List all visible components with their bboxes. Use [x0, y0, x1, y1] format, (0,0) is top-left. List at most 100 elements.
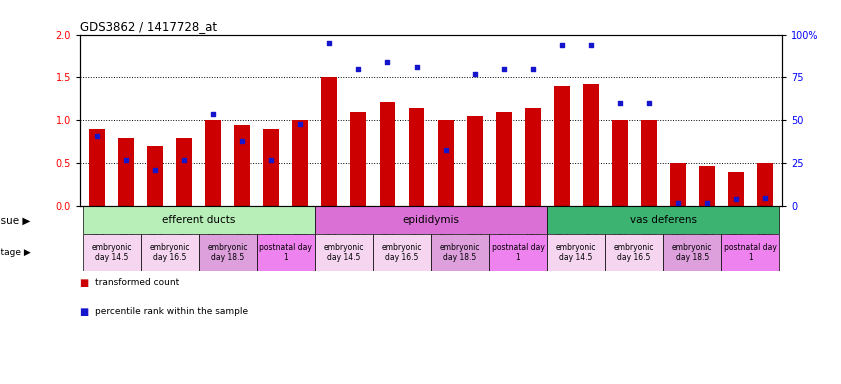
Bar [321, 78, 337, 206]
Text: GSM560939: GSM560939 [557, 208, 566, 255]
Point [381, 59, 394, 65]
Bar [437, 121, 453, 206]
Point [729, 196, 743, 202]
Point [526, 66, 539, 72]
Bar [315, 234, 373, 271]
Text: GSM560925: GSM560925 [151, 208, 160, 255]
Bar [699, 166, 715, 206]
Point [91, 133, 104, 139]
Bar [198, 234, 257, 271]
Bar [606, 234, 664, 271]
Text: GSM560934: GSM560934 [412, 208, 421, 255]
Point [642, 100, 655, 106]
Point [468, 71, 481, 77]
Text: vas deferens: vas deferens [630, 215, 696, 225]
Text: postnatal day
1: postnatal day 1 [492, 243, 544, 262]
Bar [547, 206, 780, 234]
Bar [722, 234, 780, 271]
Bar [641, 121, 657, 206]
Point [177, 157, 191, 163]
Text: GSM560941: GSM560941 [615, 208, 624, 255]
Bar [263, 129, 279, 206]
Point [207, 111, 220, 117]
Text: GSM560942: GSM560942 [644, 208, 653, 255]
Text: GSM560932: GSM560932 [354, 208, 363, 255]
Point [758, 195, 771, 201]
Bar [525, 108, 541, 206]
Bar [553, 86, 569, 206]
Bar [467, 116, 483, 206]
Text: GSM560930: GSM560930 [296, 208, 305, 255]
Bar [89, 129, 105, 206]
Text: GSM560940: GSM560940 [586, 208, 595, 255]
Text: GSM560946: GSM560946 [760, 208, 770, 255]
Text: GSM560927: GSM560927 [209, 208, 218, 255]
Bar [82, 234, 140, 271]
Point [235, 138, 249, 144]
Point [352, 66, 365, 72]
Text: development stage ▶: development stage ▶ [0, 248, 31, 257]
Bar [293, 121, 309, 206]
Text: GSM560926: GSM560926 [180, 208, 189, 255]
Bar [257, 234, 315, 271]
Text: ■: ■ [80, 278, 93, 288]
Text: efferent ducts: efferent ducts [162, 215, 235, 225]
Text: embryonic
day 18.5: embryonic day 18.5 [672, 243, 712, 262]
Point [410, 64, 423, 70]
Text: GSM560933: GSM560933 [383, 208, 392, 255]
Text: GSM560938: GSM560938 [528, 208, 537, 255]
Point [265, 157, 278, 163]
Text: embryonic
day 14.5: embryonic day 14.5 [556, 243, 596, 262]
Text: GSM560945: GSM560945 [731, 208, 740, 255]
Point [323, 40, 336, 46]
Text: GSM560935: GSM560935 [441, 208, 450, 255]
Point [439, 147, 452, 153]
Point [613, 100, 627, 106]
Point [555, 42, 569, 48]
Bar [669, 163, 685, 206]
Bar [495, 112, 511, 206]
Text: embryonic
day 16.5: embryonic day 16.5 [614, 243, 654, 262]
Text: embryonic
day 18.5: embryonic day 18.5 [208, 243, 248, 262]
Text: tissue ▶: tissue ▶ [0, 215, 31, 225]
Text: GDS3862 / 1417728_at: GDS3862 / 1417728_at [80, 20, 217, 33]
Bar [664, 234, 722, 271]
Bar [611, 121, 627, 206]
Point [700, 200, 713, 206]
Bar [140, 234, 198, 271]
Text: postnatal day
1: postnatal day 1 [724, 243, 776, 262]
Text: GSM560928: GSM560928 [238, 208, 247, 254]
Text: ■: ■ [80, 307, 93, 317]
Text: postnatal day
1: postnatal day 1 [260, 243, 312, 262]
Bar [409, 108, 425, 206]
Text: GSM560944: GSM560944 [702, 208, 711, 255]
Text: embryonic
day 16.5: embryonic day 16.5 [150, 243, 190, 262]
Text: GSM560924: GSM560924 [122, 208, 131, 255]
Point [497, 66, 510, 72]
Bar [119, 137, 135, 206]
Bar [431, 234, 489, 271]
Bar [82, 206, 315, 234]
Bar [727, 172, 743, 206]
Text: embryonic
day 18.5: embryonic day 18.5 [440, 243, 480, 262]
Bar [373, 234, 431, 271]
Bar [547, 234, 606, 271]
Text: GSM560943: GSM560943 [673, 208, 682, 255]
Text: epididymis: epididymis [403, 215, 459, 225]
Point [149, 167, 162, 173]
Bar [205, 121, 221, 206]
Text: transformed count: transformed count [95, 278, 179, 287]
Bar [315, 206, 547, 234]
Point [294, 121, 307, 127]
Text: embryonic
day 16.5: embryonic day 16.5 [382, 243, 422, 262]
Point [119, 157, 133, 163]
Text: GSM560923: GSM560923 [93, 208, 102, 255]
Text: GSM560937: GSM560937 [499, 208, 508, 255]
Text: GSM560929: GSM560929 [267, 208, 276, 255]
Point [584, 42, 597, 48]
Bar [379, 101, 395, 206]
Bar [147, 146, 163, 206]
Bar [583, 84, 599, 206]
Bar [757, 162, 773, 206]
Text: embryonic
day 14.5: embryonic day 14.5 [324, 243, 364, 262]
